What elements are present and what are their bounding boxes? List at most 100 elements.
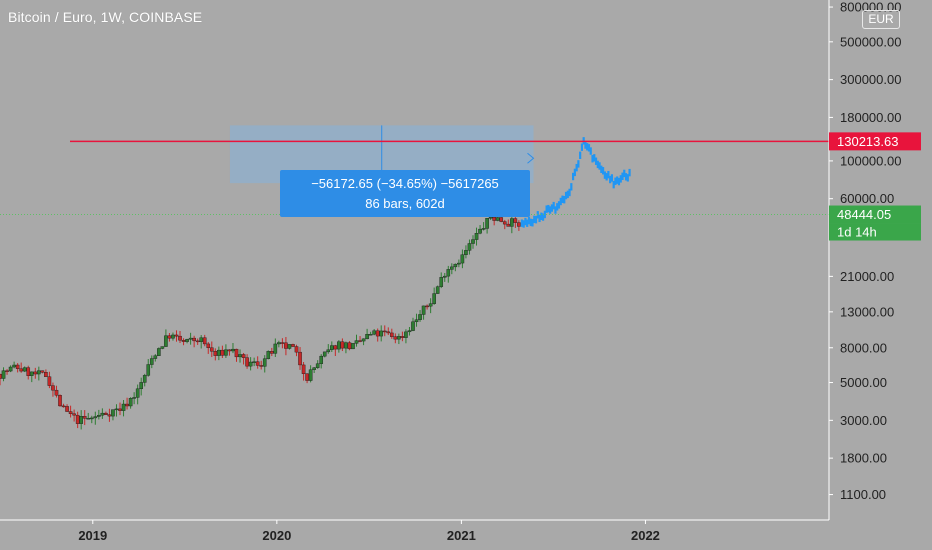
currency-badge[interactable]: EUR [862,10,900,29]
candle-body [301,364,306,374]
price-axis[interactable]: 1100.00 1800.00 3000.00 5000.00 8000.00 13000… [829,0,901,502]
time-tick-label: 2019 [78,528,107,543]
candle-body [326,349,331,353]
candle-body [107,414,112,417]
candle-body [132,397,136,399]
candle-body [8,366,13,372]
candle-body [149,358,154,365]
candle-body [202,337,207,345]
candle-body [125,403,129,407]
candle-body [195,340,200,343]
candle-body [185,339,189,342]
candle-body [506,223,511,227]
candle-body [305,373,309,381]
candle-body [375,330,380,337]
candle-body [12,364,16,368]
candle-body [114,408,119,411]
candle-body [442,275,447,278]
candle-body [209,347,214,352]
candle-body [44,372,48,377]
candle-body [365,334,369,340]
candle-body [26,367,31,376]
candle-body [29,371,34,376]
current-price-tag: 48444.05 [837,207,891,222]
candle-body [93,416,98,419]
candle-body [0,373,2,379]
candle-body [97,414,101,417]
measure-bars-text: 86 bars, 602d [365,195,445,211]
price-tick-label: 21000.00 [840,269,894,284]
time-tick-label: 2021 [447,528,476,543]
measure-tooltip: −56172.65 (−34.65%) −5617265 86 bars, 60… [280,170,530,217]
candle-body [61,405,66,408]
candle-body [457,262,461,265]
candle-body [481,228,486,230]
candle-body [255,361,260,366]
time-axis[interactable]: 2019 2020 2021 2022 [78,520,660,543]
candle-body [298,351,302,366]
candle-body [411,321,415,331]
candle-body [248,361,253,367]
candle-body [86,417,91,420]
candle-body [495,217,500,221]
candle-body [100,412,105,416]
candle-body [40,370,45,373]
candle-body [425,305,429,308]
measure-change-text: −56172.65 (−34.65%) −5617265 [311,175,499,191]
candle-body [450,266,454,270]
candle-body [330,345,334,350]
candle-body [192,337,196,342]
candle-body [312,367,316,370]
candle-body [89,417,94,420]
candle-body [224,349,228,356]
price-tag-layer: 130213.63 48444.05 1d 14h [829,132,921,241]
candle-body [269,351,274,354]
candle-body [118,408,122,411]
bar-countdown-tag: 1d 14h [837,225,877,240]
chart-title: Bitcoin / Euro, 1W, COINBASE [8,9,203,25]
candle-body [337,341,341,350]
time-tick-label: 2020 [262,528,291,543]
candle-body [139,382,143,390]
time-tick-label: 2022 [631,528,660,543]
candle-body [400,336,405,338]
candle-body [453,263,458,268]
candle-body [464,250,468,255]
candle-body [22,367,27,372]
candle-body [128,398,133,407]
candle-body [231,348,235,352]
price-tick-label: 1100.00 [840,487,886,502]
candle-body [199,337,203,342]
candle-body [414,319,419,323]
candle-body [358,340,362,342]
candle-body [397,336,401,340]
candle-body [421,305,426,315]
candle-body [319,355,324,364]
candle-body [58,395,62,407]
candle-body [188,337,193,340]
candle-body [213,350,218,356]
candle-body [135,388,140,398]
candle-body [121,403,126,411]
candle-body [418,314,422,320]
measure-arrow-right [527,152,535,164]
current-price-tag-bg [829,205,921,224]
candle-body [340,341,345,349]
candle-body [33,371,38,375]
candle-body [315,363,320,368]
candle-body [488,217,493,219]
candle-body [19,368,23,372]
candle-body [51,385,55,391]
candle-body [291,344,295,347]
candle-body [234,348,239,358]
candle-body [82,416,87,419]
candle-body [75,414,80,424]
candle-body [153,355,158,359]
candle-body [160,346,165,349]
candle-body [37,370,41,375]
price-tick-label: 13000.00 [840,304,894,319]
candle-body [220,349,225,356]
